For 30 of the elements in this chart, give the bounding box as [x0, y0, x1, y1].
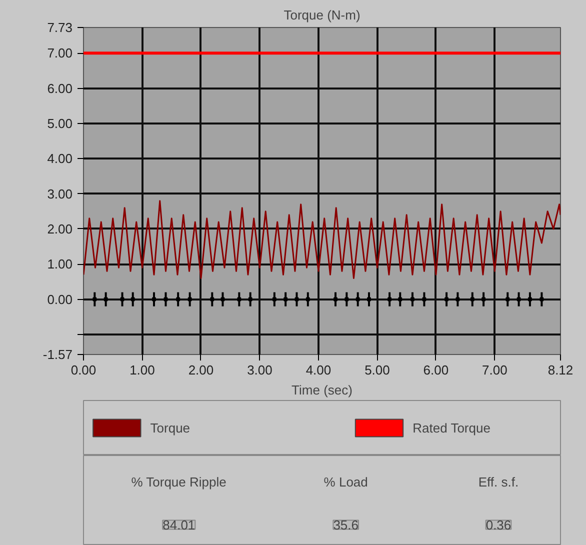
y-tick-label: -1.57	[42, 347, 73, 362]
x-tick-label: 4.00	[306, 362, 332, 378]
y-tick-label: 1.00	[47, 256, 73, 272]
x-tick-label: 7.00	[482, 362, 508, 378]
x-tick-label: 3.00	[247, 362, 272, 378]
text: % Load	[324, 474, 368, 490]
text: Eff. s.f.	[478, 474, 519, 490]
x-tick-label: 6.00	[423, 362, 449, 378]
y-tick-label: 3.00	[47, 186, 73, 202]
y-tick-label: 7.00	[47, 46, 73, 61]
legend-label: Rated Torque	[412, 420, 490, 436]
x-tick-label: 1.00	[130, 362, 155, 378]
x-tick-label: 8.12	[548, 362, 574, 378]
text: 35.6	[333, 517, 359, 532]
text: 0.36	[486, 517, 512, 532]
y-tick-label: 5.00	[47, 116, 73, 131]
x-tick-label: 5.00	[364, 362, 390, 378]
x-axis-title: Time (sec)	[292, 382, 352, 398]
chart-title: Torque (N-m)	[284, 8, 360, 22]
y-tick-label: 6.00	[47, 80, 73, 96]
text: 84.01	[162, 517, 196, 532]
line-series	[84, 200, 560, 279]
x-tick-label: 2.00	[188, 362, 214, 378]
x-tick-label: 0.00	[70, 362, 96, 378]
text: % Torque Ripple	[131, 474, 226, 490]
legend-label: Torque	[150, 420, 190, 436]
y-tick-label: 7.73	[47, 20, 73, 35]
y-tick-label: 2.00	[47, 221, 73, 236]
y-tick-label: 4.00	[47, 151, 73, 166]
y-tick-label: 0.00	[47, 292, 73, 307]
